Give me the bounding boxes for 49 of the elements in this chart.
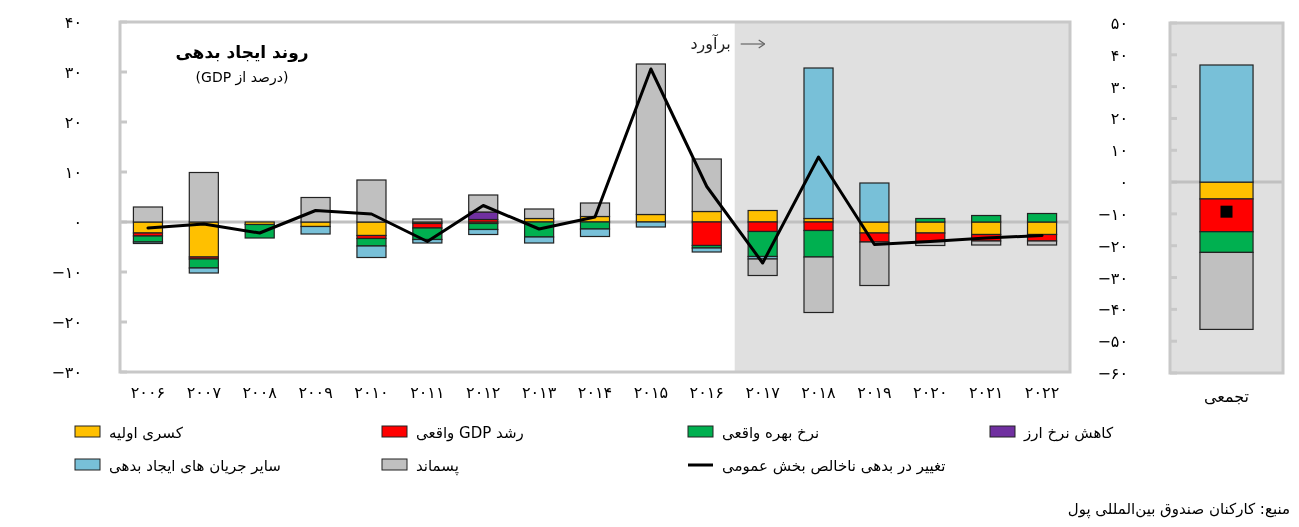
text: روند ایجاد بدهی [175, 42, 309, 63]
x-tick-label: ۲۰۱۲ [466, 383, 501, 402]
y-tick-label: ۳۰ [1110, 77, 1128, 97]
x-tick-label: ۲۰۱۶ [689, 383, 724, 402]
x-tick-label: ۲۰۱۳ [521, 383, 557, 402]
y-tick-label: −۳۰ [51, 363, 82, 382]
legend-label: نرخ بهره واقعی [722, 424, 820, 442]
text: منبع: کارکنان صندوق بین‌المللی پول [1067, 500, 1290, 519]
legend-label: کاهش نرخ ارز [1023, 424, 1114, 442]
y-tick-label: −۴۰ [1097, 300, 1128, 320]
text: (درصد از GDP) [195, 69, 289, 86]
band-label: برآورد [690, 34, 731, 54]
y-tick-label: −۲۰ [1097, 236, 1128, 256]
y-tick-label: ۴۰ [64, 13, 82, 32]
x-tick-label: ۲۰۰۶ [130, 383, 166, 402]
y-tick-label: −۵۰ [1097, 332, 1128, 352]
x-tick-label: ۲۰۱۴ [577, 383, 613, 402]
x-tick-label: ۲۰۰۷ [186, 383, 222, 402]
x-tick-label: ۲۰۱۷ [745, 383, 781, 402]
x-tick-label: ۲۰۱۱ [410, 383, 445, 402]
y-tick-label: ۲۰ [64, 113, 82, 132]
x-tick-label: تجمعی [1203, 387, 1250, 406]
y-tick-label: ۰ [1119, 173, 1128, 193]
legend-label: سایر جریان های ایجاد بدهی [109, 457, 281, 475]
y-tick-label: ۰ [73, 213, 82, 232]
x-tick-label: ۲۰۱۵ [633, 383, 669, 402]
x-tick-label: ۲۰۱۹ [857, 383, 892, 402]
legend-label: پسماند [416, 457, 459, 476]
x-tick-label: ۲۰۰۸ [242, 383, 278, 402]
y-tick-label: ۲۰ [1110, 109, 1128, 129]
y-tick-label: ۱۰ [64, 163, 82, 182]
x-tick-label: ۲۰۱۰ [354, 383, 389, 402]
y-tick-label: ۵۰ [1110, 14, 1128, 33]
x-tick-label: ۲۰۲۲ [1024, 383, 1060, 402]
y-tick-label: ۴۰ [1110, 45, 1128, 65]
y-tick-label: −۶۰ [1097, 364, 1128, 383]
y-tick-label: −۱۰ [51, 263, 82, 282]
x-tick-label: ۲۰۲۰ [913, 383, 948, 402]
y-tick-label: −۳۰ [1097, 268, 1128, 288]
x-tick-label: ۲۰۰۹ [298, 383, 333, 402]
legend-label: کسری اولیه [109, 424, 184, 442]
y-tick-label: ۳۰ [64, 63, 82, 82]
y-tick-label: ۱۰ [1110, 141, 1128, 161]
legend-label: رشد GDP واقعی [416, 424, 524, 442]
x-tick-label: ۲۰۱۸ [801, 383, 837, 402]
y-tick-label: −۱۰ [1097, 204, 1128, 224]
legend-label: تغییر در بدهی ناخالص بخش عمومی [722, 457, 946, 475]
y-tick-label: −۲۰ [51, 313, 82, 332]
x-tick-label: ۲۰۲۱ [968, 383, 1004, 402]
